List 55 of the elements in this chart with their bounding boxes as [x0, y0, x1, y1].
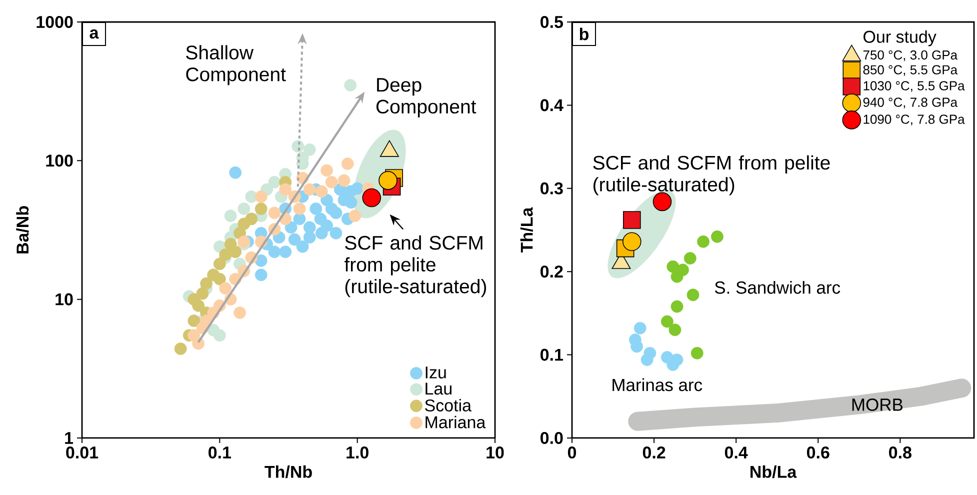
y-tick-label: 10 — [56, 293, 73, 306]
legend-label: Lau — [426, 382, 452, 395]
x-tick-label: 10 — [486, 446, 504, 459]
legend-label: Mariana — [426, 416, 486, 428]
y-axis-title: Th/La — [520, 207, 533, 252]
x-axis-title: Nb/La — [750, 465, 797, 478]
legend-label: 940 °C, 7.8 GPa — [863, 98, 958, 108]
legend-title: Our study — [864, 30, 936, 46]
y-tick-label: 100 — [46, 154, 73, 167]
point — [622, 211, 641, 229]
y-axis-title: Ba/Nb — [16, 206, 29, 254]
point — [670, 270, 684, 283]
annotation: b — [580, 28, 589, 40]
annotation: a — [90, 29, 99, 39]
point — [668, 324, 682, 336]
annotation: SCF and SCFM from pelite (rutile-saturated) — [344, 235, 486, 298]
annotation: Marinas arc — [612, 378, 702, 392]
legend-label: 750 °C, 3.0 GPa — [863, 50, 958, 62]
y-tick-label: 1000 — [36, 16, 73, 28]
x-tick-label: 0.4 — [724, 446, 748, 459]
legend-label: 1030 °C, 5.5 GPa — [864, 81, 965, 92]
annotation: SCF and SCFM from pelite (rutile-saturated) — [593, 155, 830, 196]
x-tick-label: 0.1 — [208, 446, 232, 459]
point — [686, 288, 700, 302]
point — [622, 232, 642, 252]
x-tick-label: 0.6 — [806, 446, 830, 459]
x-axis-title: Th/Nb — [264, 465, 312, 478]
legend-label: Izu — [426, 366, 446, 378]
point — [684, 252, 696, 264]
y-tick-label: 0.1 — [540, 348, 563, 361]
annotation: Deep Component — [376, 78, 476, 118]
x-tick-label: 0.8 — [889, 446, 912, 459]
annotation: Shallow Component — [186, 45, 286, 86]
y-tick-label: 0.0 — [540, 432, 563, 444]
point — [660, 315, 674, 328]
legend-label: 850 °C, 5.5 GPa — [863, 65, 958, 76]
x-tick-label: 1.0 — [346, 446, 368, 459]
y-tick-label: 1 — [65, 432, 74, 444]
point — [711, 230, 724, 243]
y-tick-label: 0.3 — [540, 182, 563, 194]
annotation: S. Sandwich arc — [714, 280, 840, 294]
y-tick-label: 0.5 — [540, 16, 563, 28]
point — [670, 300, 684, 313]
x-tick-label: 0.01 — [66, 446, 98, 459]
legend-label: Scotia — [425, 399, 472, 412]
legend-label: 1090 °C, 7.8 GPa — [864, 114, 965, 126]
annotation: MORB — [852, 398, 903, 411]
point — [640, 354, 654, 366]
x-tick-label: 0 — [568, 446, 576, 459]
y-tick-label: 0.2 — [540, 266, 563, 278]
point — [634, 322, 646, 334]
point — [697, 235, 710, 248]
y-tick-label: 0.4 — [540, 99, 564, 112]
x-tick-label: 0.2 — [642, 446, 666, 459]
point — [690, 346, 704, 360]
